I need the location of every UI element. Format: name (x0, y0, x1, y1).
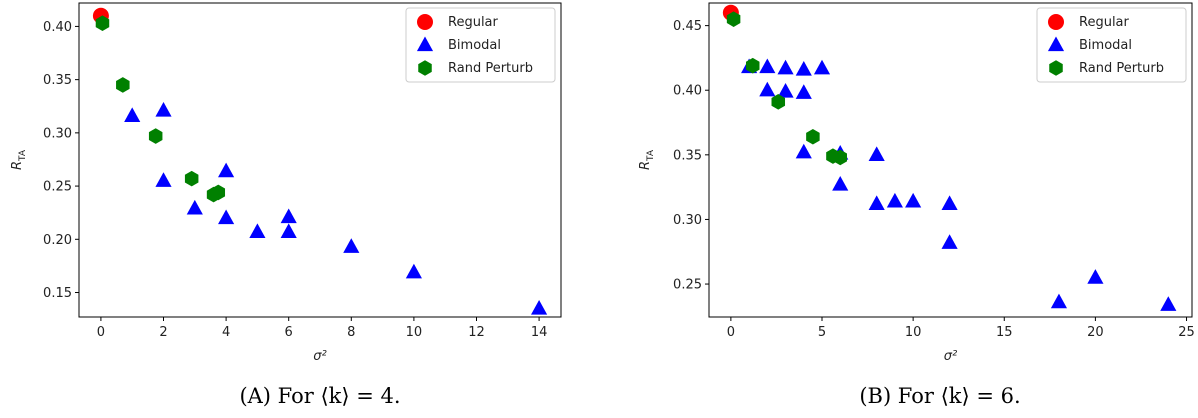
data-point (155, 172, 172, 187)
y-tick-label: 0.35 (43, 73, 72, 88)
data-point (249, 223, 266, 238)
data-point (795, 61, 812, 76)
y-tick-label: 0.30 (673, 213, 702, 228)
legend-marker (418, 60, 432, 76)
series-bimodal (741, 58, 1177, 311)
x-tick-label: 2 (159, 325, 167, 340)
y-tick-label: 0.45 (673, 19, 702, 34)
x-axis-label: σ² (313, 349, 326, 364)
x-tick-label: 14 (531, 325, 548, 340)
legend-label: Regular (448, 15, 499, 30)
x-tick-label: 12 (468, 325, 485, 340)
y-tick-label: 0.25 (673, 278, 702, 293)
data-point (155, 102, 172, 117)
y-tick-label: 0.35 (673, 148, 702, 163)
x-tick-label: 4 (222, 325, 230, 340)
legend: Regular Bimodal Rand Perturb (1036, 7, 1187, 83)
data-point (116, 77, 130, 93)
data-point (218, 162, 235, 178)
data-point (886, 192, 903, 208)
legend-label: Bimodal (448, 38, 501, 53)
plot-frame (78, 2, 562, 318)
chart-panel-a: 0 2 4 6 8 10 12 14 0.15 0.20 0.25 0.30 0.35 0.40 σ² RTA… (10, 2, 562, 408)
y-axis-label: RTA (10, 149, 28, 170)
data-point (148, 128, 163, 144)
data-point (832, 176, 849, 191)
data-point (184, 170, 199, 187)
plot-frame (708, 2, 1193, 318)
data-point (806, 128, 820, 145)
data-point (868, 146, 885, 161)
data-point (759, 81, 776, 97)
data-point (745, 57, 760, 74)
y-tick-label: 0.25 (43, 180, 72, 195)
legend: Regular Bimodal Rand Perturb (405, 7, 556, 83)
legend-box (1036, 7, 1187, 83)
y-tick-label: 0.40 (43, 20, 72, 35)
data-point (941, 195, 958, 211)
data-point (1160, 296, 1177, 311)
data-point (771, 94, 786, 110)
series-rand-perturb (95, 15, 226, 203)
legend-label: Bimodal (1079, 38, 1132, 53)
legend-marker (1047, 36, 1065, 52)
legend-marker (1048, 14, 1064, 30)
legend-label: Rand Perturb (1079, 61, 1164, 76)
data-point (777, 59, 794, 75)
data-point (1050, 293, 1068, 309)
x-tick-label: 0 (97, 325, 105, 340)
legend-marker (1049, 60, 1063, 76)
x-tick-label: 15 (996, 325, 1013, 340)
data-point (280, 208, 297, 224)
figure-caption: (A) For ⟨k⟩ = 4. (239, 384, 400, 408)
data-point (218, 209, 235, 225)
data-point (343, 238, 360, 253)
legend-box (405, 7, 556, 83)
y-axis-label: RTA (638, 149, 656, 170)
x-tick-label: 20 (1087, 325, 1104, 340)
data-point (95, 15, 110, 32)
x-tick-label: 0 (727, 325, 735, 340)
data-point (868, 195, 885, 211)
y-tick-label: 0.15 (43, 286, 72, 301)
data-point (726, 11, 741, 27)
data-point (280, 223, 297, 238)
legend-marker (416, 36, 434, 52)
data-point (186, 199, 203, 215)
x-axis-label: σ² (944, 349, 957, 364)
data-point (1087, 269, 1104, 284)
x-tick-label: 10 (905, 325, 922, 340)
data-point (405, 263, 422, 279)
x-tick-label: 6 (285, 325, 293, 340)
data-point (795, 143, 812, 159)
legend-label: Rand Perturb (448, 61, 533, 76)
x-tick-label: 25 (1178, 325, 1195, 340)
data-point (759, 58, 776, 74)
data-point (211, 184, 226, 201)
data-point (813, 59, 831, 75)
legend-marker (417, 14, 433, 30)
legend-label: Regular (1079, 15, 1130, 30)
data-point (833, 149, 847, 166)
x-tick-label: 10 (406, 325, 423, 340)
data-point (124, 107, 141, 122)
series-rand-perturb (726, 11, 847, 166)
series-bimodal (124, 102, 548, 315)
data-point (531, 299, 548, 315)
y-tick-label: 0.40 (673, 84, 702, 99)
data-point (777, 83, 794, 98)
chart-panel-b: 0 5 10 15 20 25 0.25 0.30 0.35 0.40 0.45 σ² RTA Regul… (638, 2, 1195, 408)
data-point (905, 192, 922, 208)
data-point (941, 234, 958, 249)
y-tick-label: 0.30 (43, 126, 72, 141)
x-tick-label: 8 (347, 325, 355, 340)
x-tick-label: 5 (818, 325, 826, 340)
data-point (795, 84, 812, 99)
figure-caption: (B) For ⟨k⟩ = 6. (859, 384, 1020, 408)
y-tick-label: 0.20 (43, 233, 72, 248)
